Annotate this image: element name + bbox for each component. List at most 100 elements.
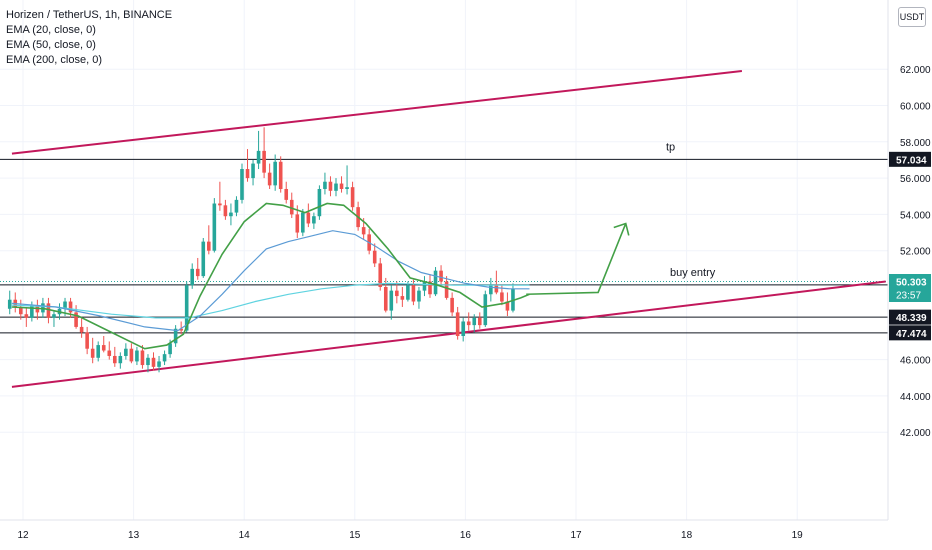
channel-lines[interactable] bbox=[11, 70, 886, 388]
y-tick-label: 58.000 bbox=[900, 138, 931, 149]
candle-body bbox=[79, 326, 84, 333]
candle-body bbox=[289, 199, 294, 215]
study-ema-50[interactable]: EMA (50, close, 0) bbox=[6, 39, 96, 51]
candle-body bbox=[489, 285, 493, 295]
y-tick-label: 62.000 bbox=[900, 65, 931, 76]
x-tick-label: 13 bbox=[128, 530, 140, 541]
candle-body bbox=[146, 357, 150, 366]
candle bbox=[406, 281, 410, 302]
candle-body bbox=[361, 227, 366, 235]
candle-body bbox=[251, 163, 255, 179]
y-tick-label: 52.000 bbox=[900, 247, 931, 258]
candle-body bbox=[212, 203, 217, 251]
grid bbox=[0, 0, 888, 520]
candle bbox=[317, 185, 322, 220]
y-tick-label: 54.000 bbox=[900, 210, 931, 221]
study-ema-20[interactable]: EMA (20, close, 0) bbox=[6, 24, 96, 36]
candle-body bbox=[378, 263, 383, 287]
candle-body bbox=[477, 317, 482, 326]
candle-body bbox=[466, 321, 471, 326]
candle bbox=[256, 130, 261, 170]
candle bbox=[372, 243, 377, 268]
candle bbox=[129, 343, 134, 364]
candle-body bbox=[328, 181, 333, 191]
candle bbox=[46, 297, 51, 324]
candle bbox=[151, 352, 156, 371]
candle-body bbox=[433, 270, 438, 295]
candle bbox=[234, 196, 239, 217]
last-price-label: 50.303 bbox=[896, 278, 927, 289]
ema-50-line bbox=[11, 230, 530, 332]
study-ema-200[interactable]: EMA (200, close, 0) bbox=[6, 54, 102, 66]
ema-20-line bbox=[11, 202, 530, 350]
candle-body bbox=[240, 169, 244, 200]
x-tick-label: 16 bbox=[460, 530, 472, 541]
candle bbox=[389, 285, 394, 320]
candle-body bbox=[85, 332, 89, 349]
candle-body bbox=[400, 296, 405, 300]
candle-body bbox=[284, 188, 289, 200]
candle-body bbox=[383, 287, 388, 311]
symbol-title[interactable]: Horizen / TetherUS, 1h, BINANCE bbox=[6, 9, 173, 21]
candle bbox=[433, 267, 438, 297]
candle bbox=[140, 345, 145, 369]
candle bbox=[96, 341, 101, 362]
candle bbox=[190, 263, 195, 289]
level-price-label: 48.339 bbox=[896, 313, 927, 324]
currency-button[interactable]: USDT bbox=[898, 7, 926, 27]
horizontal-levels[interactable] bbox=[0, 158, 888, 334]
candle bbox=[477, 312, 482, 329]
candle bbox=[52, 310, 56, 327]
candle bbox=[85, 326, 89, 355]
candle bbox=[306, 203, 311, 228]
candle-body bbox=[52, 314, 56, 318]
candle-body bbox=[24, 314, 29, 318]
candle-body bbox=[207, 241, 211, 251]
last-price-label-bg bbox=[889, 274, 931, 303]
candle-body bbox=[317, 188, 322, 217]
candle-body bbox=[112, 355, 117, 364]
candle bbox=[218, 181, 222, 211]
level-price-label: 47.474 bbox=[896, 329, 927, 340]
upper-channel-line[interactable] bbox=[11, 70, 743, 155]
candle-body bbox=[306, 212, 311, 224]
candle bbox=[345, 165, 349, 195]
candle bbox=[511, 283, 515, 313]
candle-body bbox=[135, 350, 139, 362]
candle bbox=[74, 305, 78, 329]
candle bbox=[428, 274, 432, 298]
candle bbox=[301, 208, 305, 237]
candle bbox=[212, 198, 217, 253]
candle bbox=[184, 281, 189, 333]
y-tick-label: 60.000 bbox=[900, 102, 931, 113]
candle-body bbox=[229, 212, 233, 217]
candle bbox=[284, 181, 289, 204]
countdown-label: 23:57 bbox=[896, 291, 921, 302]
level-price-label-bg bbox=[889, 309, 931, 325]
candle bbox=[251, 159, 255, 186]
ema-lines bbox=[11, 202, 530, 350]
candle-body bbox=[41, 303, 45, 313]
candle-body bbox=[124, 348, 128, 356]
x-tick-label: 15 bbox=[349, 530, 361, 541]
annotations[interactable]: tp buy entry bbox=[526, 141, 716, 296]
candle-body bbox=[201, 241, 206, 277]
candle bbox=[267, 163, 272, 189]
candle-body bbox=[267, 172, 272, 186]
projection-arrow[interactable] bbox=[526, 223, 627, 296]
candle-body bbox=[63, 301, 67, 309]
candle-body bbox=[312, 216, 316, 224]
candle-body bbox=[323, 181, 327, 189]
candle bbox=[323, 172, 327, 195]
candle-body bbox=[472, 317, 477, 326]
arrow-head bbox=[613, 222, 630, 236]
candle bbox=[79, 317, 84, 338]
candle-body bbox=[223, 205, 228, 217]
candle-body bbox=[439, 270, 443, 282]
candle-body bbox=[428, 281, 432, 295]
candle bbox=[378, 257, 383, 291]
lower-channel-line[interactable] bbox=[11, 280, 886, 388]
candle-body bbox=[218, 203, 222, 206]
candle bbox=[422, 276, 427, 297]
